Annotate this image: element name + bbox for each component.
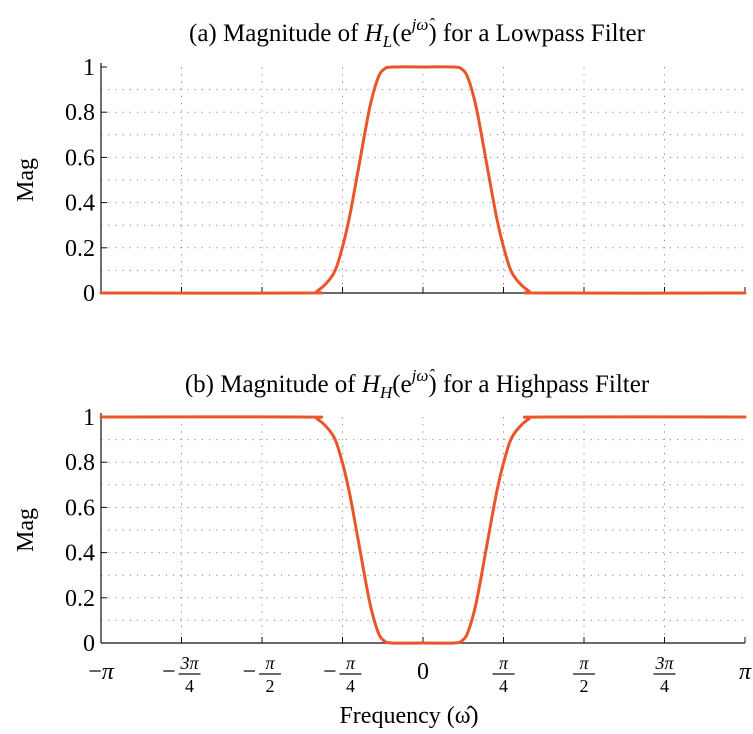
y-tick-label: 1 bbox=[83, 55, 95, 81]
x-tick-label: −π bbox=[88, 659, 115, 685]
x-tick-label-value: π bbox=[739, 659, 752, 685]
chart-panel-1: (a) Magnitude of HL(ejω̂) for a Lowpass … bbox=[13, 15, 747, 307]
title-argument-open: (e bbox=[392, 371, 411, 398]
x-tick-label-denominator: 4 bbox=[346, 676, 355, 696]
x-tick-label-text: π bbox=[739, 659, 752, 685]
title-prefix: (a) Magnitude of bbox=[189, 20, 365, 47]
y-tick-label: 0.8 bbox=[65, 450, 95, 476]
title-argument-open: (e bbox=[392, 20, 411, 47]
x-tick-label: π2 bbox=[573, 653, 596, 696]
x-axis-label: Frequency (ω̂) bbox=[339, 703, 478, 729]
title-function: H bbox=[361, 371, 382, 398]
y-tick-label: 0.4 bbox=[65, 191, 95, 217]
magnitude-curve bbox=[99, 65, 747, 295]
x-tick-label: π bbox=[739, 659, 752, 685]
y-tick-label: 0 bbox=[83, 281, 95, 307]
x-tick-label-denominator: 4 bbox=[660, 676, 669, 696]
title-subscript: L bbox=[382, 32, 392, 51]
x-tick-label: 3π4 bbox=[653, 653, 676, 696]
title-prefix: (b) Magnitude of bbox=[185, 371, 362, 398]
y-tick-label: 0.2 bbox=[65, 586, 95, 612]
x-tick-label-denominator: 4 bbox=[499, 676, 508, 696]
x-tick-label-sign: − bbox=[88, 659, 102, 685]
y-axis-label: Mag bbox=[13, 508, 39, 552]
x-tick-label-denominator: 2 bbox=[580, 676, 589, 696]
chart-panel-2: (b) Magnitude of HH(ejω̂) for a Highpass… bbox=[13, 366, 752, 729]
x-tick-label-numerator: π bbox=[579, 653, 589, 673]
x-tick-label-numerator: 3π bbox=[179, 653, 199, 673]
y-tick-label: 0.6 bbox=[65, 495, 95, 521]
title-function: H bbox=[364, 20, 385, 47]
x-tick-label-text: −π bbox=[88, 659, 115, 685]
x-tick-label-sign: − bbox=[323, 659, 337, 685]
y-tick-label: 0.8 bbox=[65, 100, 95, 126]
x-tick-label-numerator: 3π bbox=[654, 653, 674, 673]
title-suffix: for a Lowpass Filter bbox=[437, 20, 646, 47]
y-tick-label: 0.4 bbox=[65, 541, 95, 567]
x-tick-label-text: 0 bbox=[417, 659, 429, 685]
y-tick-label: 0.6 bbox=[65, 145, 95, 171]
x-tick-label-numerator: π bbox=[499, 653, 509, 673]
x-tick-label-sign: − bbox=[162, 659, 176, 685]
title-argument-close: ) bbox=[428, 20, 436, 47]
x-tick-label: 0 bbox=[417, 659, 429, 685]
y-tick-label: 0.2 bbox=[65, 236, 95, 262]
chart-title: (a) Magnitude of HL(ejω̂) for a Lowpass … bbox=[189, 15, 646, 51]
chart-title: (b) Magnitude of HH(ejω̂) for a Highpass… bbox=[185, 366, 650, 402]
y-tick-label: 1 bbox=[83, 405, 95, 431]
y-tick-label: 0 bbox=[83, 631, 95, 657]
x-tick-label: − π 4 bbox=[323, 653, 362, 696]
x-tick-label-numerator: π bbox=[346, 653, 356, 673]
magnitude-curve bbox=[99, 415, 747, 645]
y-axis-label: Mag bbox=[13, 158, 39, 202]
title-argument-close: ) bbox=[428, 371, 436, 398]
x-tick-label-sign: − bbox=[242, 659, 256, 685]
x-tick-label-denominator: 2 bbox=[265, 676, 274, 696]
title-subscript: H bbox=[379, 383, 394, 402]
x-tick-label: −3π 4 bbox=[162, 653, 201, 696]
x-tick-label-numerator: π bbox=[265, 653, 275, 673]
x-tick-label: − π 2 bbox=[242, 653, 281, 696]
x-tick-label: π4 bbox=[492, 653, 515, 696]
title-suffix: for a Highpass Filter bbox=[437, 371, 650, 398]
x-tick-label-value: π bbox=[102, 659, 115, 685]
x-tick-label-value: 0 bbox=[417, 659, 429, 685]
x-tick-label-denominator: 4 bbox=[185, 676, 194, 696]
